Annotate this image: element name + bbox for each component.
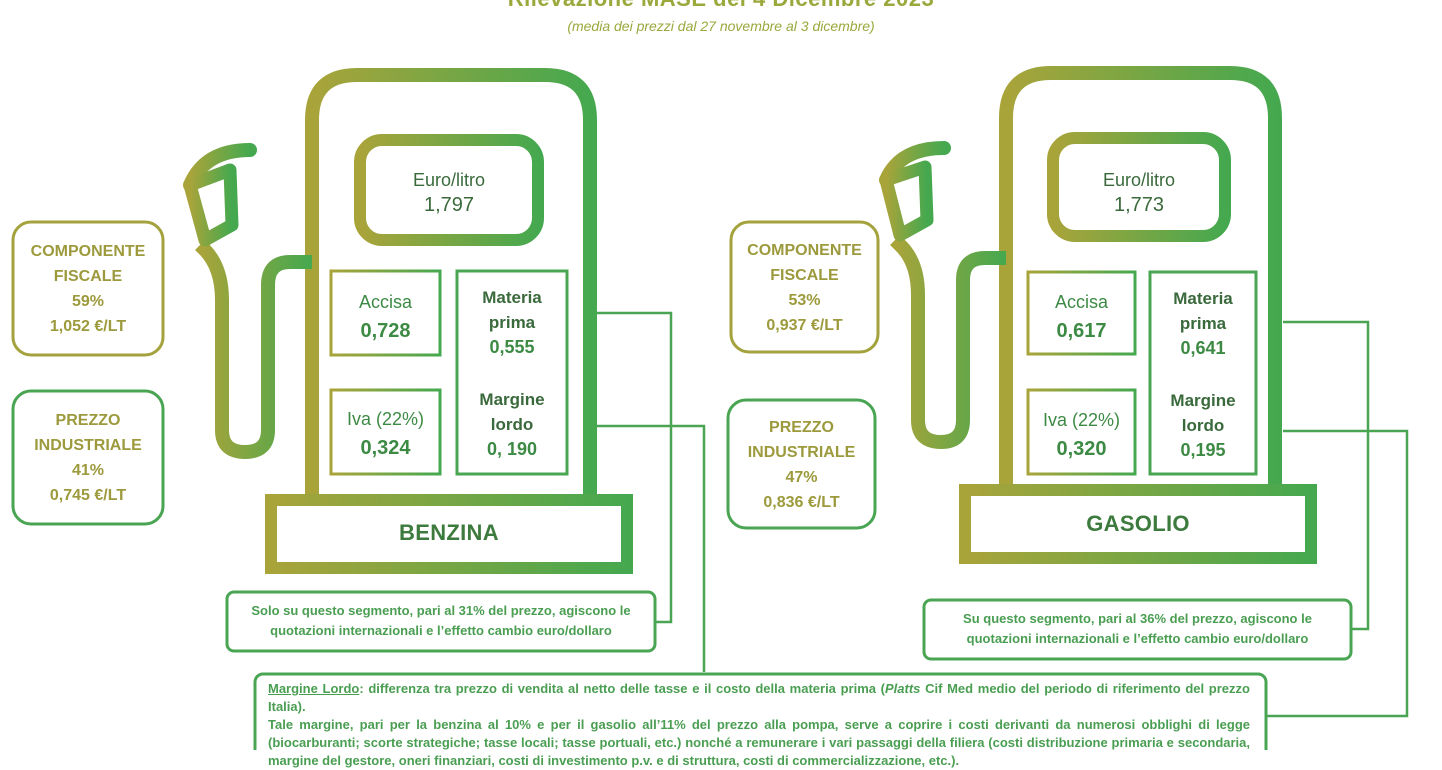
- gasolio-pump-icon: [879, 66, 1317, 564]
- benzina-accisa-box: [329, 269, 442, 357]
- gasolio-note: Su questo segmento, pari al 36% del prez…: [924, 609, 1351, 649]
- gasolio-fiscale-value: 0,937 €/LT: [766, 317, 843, 334]
- gasolio-margine-label-2: lordo: [1181, 416, 1225, 435]
- benzina-margine-label-2: lordo: [490, 415, 534, 434]
- gasolio-fiscale-box: [729, 220, 880, 354]
- benzina-fiscale-label-2: FISCALE: [53, 268, 123, 285]
- benzina-margine: Margine lordo 0, 190: [457, 387, 567, 462]
- benzina-fiscale: COMPONENTE FISCALE 59% 1,052 €/LT: [13, 239, 163, 339]
- margine-note-line-1: Margine Lordo: differenza tra prezzo di …: [268, 680, 1250, 716]
- gasolio-iva-label: Iva (22%): [1042, 410, 1121, 430]
- gasolio-note-line-1: Su questo segmento, pari al 36% del prez…: [963, 611, 1312, 626]
- benzina-materia-label-1: Materia: [482, 288, 542, 307]
- benzina-accisa-value: 0,728: [360, 320, 411, 342]
- benzina-iva-value: 0,324: [360, 437, 411, 459]
- gasolio-fiscale-label-2: FISCALE: [770, 267, 839, 284]
- benzina-margine-label-1: Margine: [479, 390, 545, 409]
- benzina-iva-label: Iva (22%): [346, 409, 425, 429]
- gasolio-industriale-label-1: PREZZO: [769, 419, 834, 436]
- margine-note-line-2: Tale margine, pari per la benzina al 10%…: [268, 717, 1250, 732]
- gasolio-fuel-name: GASOLIO: [1086, 511, 1190, 536]
- benzina-euro-litro-label: Euro/litro: [412, 170, 486, 190]
- benzina-prezzo-industriale-box: [11, 389, 165, 526]
- benzina-fiscale-pct: 59%: [71, 293, 105, 310]
- fuel-pumps-illustration: [11, 66, 1409, 750]
- margine-note-text-1b: Cif Med medio del periodo di riferimento…: [268, 681, 1250, 714]
- gasolio-materia-label-1: Materia: [1173, 289, 1233, 308]
- benzina-pump-icon: [183, 68, 633, 574]
- benzina-industriale-value: 0,745 €/LT: [49, 487, 127, 504]
- gasolio-euro-litro-label: Euro/litro: [1102, 170, 1176, 190]
- gasolio-iva-box: [1026, 388, 1137, 476]
- gasolio-materia: Materia prima 0,641: [1150, 286, 1256, 361]
- benzina-materia: Materia prima 0,555: [457, 285, 567, 360]
- margine-note-box: [253, 672, 1268, 750]
- gasolio-accisa-box: [1026, 270, 1137, 356]
- gasolio-margine: Margine lordo 0,195: [1150, 388, 1256, 463]
- benzina-note-line-1: Solo su questo segmento, pari al 31% del…: [251, 603, 631, 618]
- benzina-materia-label-2: prima: [488, 313, 536, 332]
- page-title: Rilevazione MASE del 4 Dicembre 2023: [0, 0, 1442, 12]
- gasolio-margine-value: 0,195: [1180, 440, 1226, 460]
- gasolio-euro-litro-value: 1,773: [1113, 194, 1165, 216]
- benzina-industriale-box: [455, 269, 569, 476]
- margine-note-text-1a: : differenza tra prezzo di vendita al ne…: [359, 681, 885, 696]
- gasolio-accisa-label: Accisa: [1054, 292, 1108, 312]
- margine-note-platts: Platts: [885, 681, 921, 696]
- benzina-fiscale-value: 1,052 €/LT: [49, 318, 127, 335]
- gasolio-iva-value: 0,320: [1056, 438, 1107, 460]
- benzina-fiscale-box: [11, 220, 165, 357]
- benzina-note-line-2: quotazioni internazionali e l’effetto ca…: [270, 623, 612, 638]
- benzina-iva-box: [329, 388, 442, 476]
- benzina-note: Solo su questo segmento, pari al 31% del…: [227, 601, 655, 641]
- benzina-accisa-label: Accisa: [358, 292, 412, 312]
- gasolio-industriale-box: [1148, 270, 1258, 476]
- margine-note-line-3: (biocarburanti; scorte strategiche; tass…: [268, 735, 1250, 750]
- benzina-fiscale-label-1: COMPONENTE: [30, 243, 146, 260]
- gasolio-industriale-label-2: INDUSTRIALE: [747, 444, 856, 461]
- margine-note: Margine Lordo: differenza tra prezzo di …: [268, 680, 1250, 770]
- benzina-iva: Iva (22%) 0,324: [331, 407, 440, 461]
- page-subtitle: (media dei prezzi dal 27 novembre al 3 d…: [567, 18, 875, 34]
- gasolio-accisa-value: 0,617: [1056, 320, 1107, 342]
- gasolio-materia-value: 0,641: [1180, 338, 1226, 358]
- benzina-industriale-pct: 41%: [71, 462, 105, 479]
- benzina-materia-value: 0,555: [489, 337, 535, 357]
- gasolio-iva: Iva (22%) 0,320: [1028, 408, 1135, 462]
- benzina-industriale: PREZZO INDUSTRIALE 41% 0,745 €/LT: [13, 408, 163, 508]
- gasolio-industriale: PREZZO INDUSTRIALE 47% 0,836 €/LT: [728, 415, 875, 515]
- benzina-margine-value: 0, 190: [486, 439, 538, 459]
- gasolio-industriale-value: 0,836 €/LT: [763, 494, 840, 511]
- gasolio-fiscale-pct: 53%: [788, 292, 821, 309]
- gasolio-display: Euro/litro 1,773: [1053, 168, 1225, 218]
- benzina-display: Euro/litro 1,797: [360, 168, 538, 218]
- gasolio-fiscale: COMPONENTE FISCALE 53% 0,937 €/LT: [731, 238, 878, 338]
- gasolio-accisa: Accisa 0,617: [1028, 290, 1135, 344]
- benzina-accisa: Accisa 0,728: [331, 290, 440, 344]
- gasolio-prezzo-industriale-box: [726, 398, 877, 530]
- benzina-industriale-label-2: INDUSTRIALE: [34, 437, 142, 454]
- benzina-euro-litro-value: 1,797: [423, 194, 475, 216]
- gasolio-industriale-pct: 47%: [785, 469, 818, 486]
- gasolio-note-line-2: quotazioni internazionali e l’effetto ca…: [966, 631, 1309, 646]
- gasolio-materia-label-2: prima: [1179, 314, 1227, 333]
- benzina-fuel-name: BENZINA: [399, 520, 499, 545]
- gasolio-margine-label-1: Margine: [1170, 391, 1236, 410]
- margine-note-line-4: margine del gestore, oneri finanziari, c…: [268, 753, 960, 768]
- benzina-industriale-label-1: PREZZO: [55, 412, 121, 429]
- gasolio-fiscale-label-1: COMPONENTE: [747, 242, 862, 259]
- margine-note-term: Margine Lordo: [268, 681, 360, 696]
